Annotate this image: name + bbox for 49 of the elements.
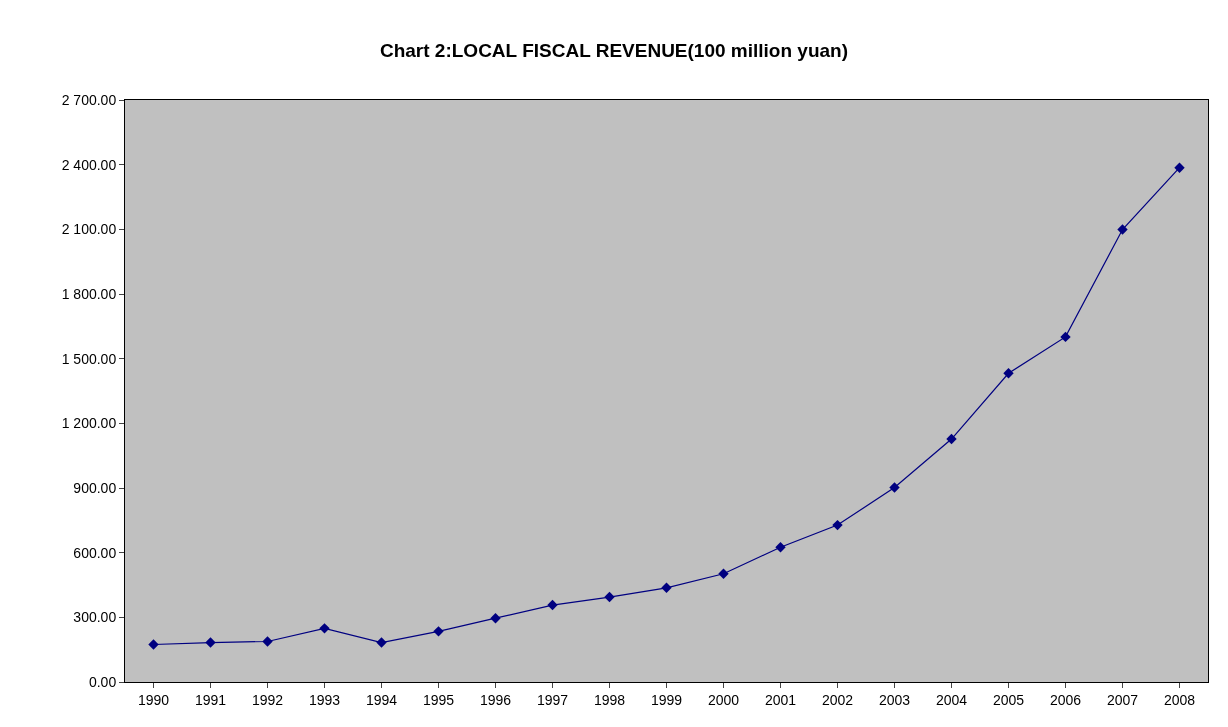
x-tick-label: 2004 (935, 691, 968, 708)
point (661, 582, 672, 593)
y-tick-label: 2 100.00 (61, 221, 117, 238)
x-tick-label: 1994 (365, 691, 398, 708)
x-tick-label: 1990 (137, 691, 170, 708)
x-tick-label: 1999 (650, 691, 683, 708)
point (262, 636, 273, 647)
y-tick-label: 900.00 (73, 479, 117, 496)
y-tick-label: 300.00 (73, 609, 117, 626)
x-tick-label: 2000 (707, 691, 740, 708)
y-tick-label: 2 400.00 (61, 156, 117, 173)
point (376, 637, 387, 648)
x-tick-label: 2007 (1106, 691, 1139, 708)
y-tick-label: 1 800.00 (61, 285, 117, 302)
x-tick-label: 1995 (422, 691, 455, 708)
point (433, 626, 444, 637)
x-tick-label: 1998 (593, 691, 626, 708)
x-tick-label: 2002 (821, 691, 854, 708)
x-tick-label: 2001 (764, 691, 797, 708)
point (319, 623, 330, 634)
y-tick-label: 1 500.00 (61, 350, 117, 367)
point (775, 542, 786, 553)
point (1003, 368, 1014, 379)
y-tick-label: 2 700.00 (61, 91, 117, 108)
x-tick-label: 2005 (992, 691, 1025, 708)
point (889, 482, 900, 493)
point (1117, 224, 1128, 235)
x-tick-label: 2003 (878, 691, 911, 708)
x-tick-label: 1997 (536, 691, 569, 708)
x-tick-label: 1992 (251, 691, 284, 708)
x-tick-label: 2006 (1049, 691, 1082, 708)
point (604, 591, 615, 603)
x-tick-label: 1991 (194, 691, 227, 708)
point (205, 637, 216, 648)
point (547, 599, 558, 611)
y-tick-label: 0.00 (88, 673, 117, 690)
y-tick-label: 600.00 (73, 544, 117, 561)
x-tick-label: 2008 (1163, 691, 1196, 708)
point (718, 568, 729, 579)
point (1060, 331, 1071, 343)
point (1174, 162, 1185, 173)
point (946, 433, 957, 445)
point (832, 519, 843, 531)
point (148, 639, 159, 650)
x-tick-label: 1993 (308, 691, 341, 708)
y-tick-label: 1 200.00 (61, 415, 117, 432)
chart-title: Chart 2:LOCAL FISCAL REVENUE(100 million yuan) (379, 39, 849, 61)
point (490, 613, 501, 624)
x-tick-label: 1996 (479, 691, 512, 708)
